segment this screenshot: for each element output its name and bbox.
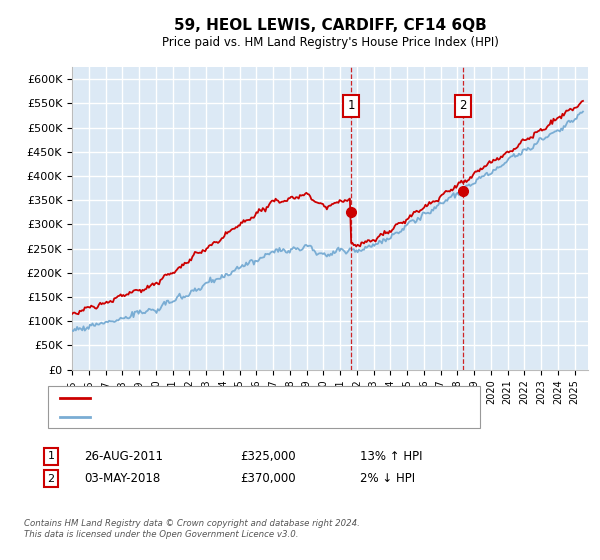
Text: 26-AUG-2011: 26-AUG-2011 bbox=[84, 450, 163, 463]
Text: Contains HM Land Registry data © Crown copyright and database right 2024.
This d: Contains HM Land Registry data © Crown c… bbox=[24, 520, 360, 539]
Text: £370,000: £370,000 bbox=[240, 472, 296, 486]
Text: 59, HEOL LEWIS, CARDIFF, CF14 6QB (detached house): 59, HEOL LEWIS, CARDIFF, CF14 6QB (detac… bbox=[99, 393, 387, 403]
Text: 2: 2 bbox=[47, 474, 55, 484]
Text: 13% ↑ HPI: 13% ↑ HPI bbox=[360, 450, 422, 463]
Text: 1: 1 bbox=[347, 100, 355, 113]
Text: Price paid vs. HM Land Registry's House Price Index (HPI): Price paid vs. HM Land Registry's House … bbox=[161, 36, 499, 49]
Text: 59, HEOL LEWIS, CARDIFF, CF14 6QB: 59, HEOL LEWIS, CARDIFF, CF14 6QB bbox=[173, 18, 487, 32]
Text: 03-MAY-2018: 03-MAY-2018 bbox=[84, 472, 160, 486]
Text: 2: 2 bbox=[460, 100, 467, 113]
Text: £325,000: £325,000 bbox=[240, 450, 296, 463]
Text: 1: 1 bbox=[47, 451, 55, 461]
Text: 2% ↓ HPI: 2% ↓ HPI bbox=[360, 472, 415, 486]
Text: HPI: Average price, detached house, Cardiff: HPI: Average price, detached house, Card… bbox=[99, 412, 327, 422]
